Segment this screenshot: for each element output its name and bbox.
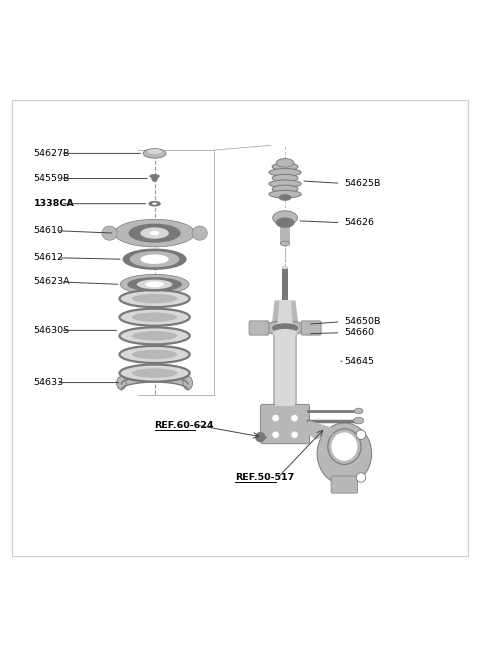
- FancyBboxPatch shape: [249, 321, 269, 335]
- Ellipse shape: [132, 350, 178, 359]
- Ellipse shape: [272, 185, 298, 193]
- Ellipse shape: [140, 255, 169, 264]
- Ellipse shape: [143, 149, 166, 158]
- Ellipse shape: [354, 408, 363, 414]
- Ellipse shape: [140, 228, 169, 239]
- Ellipse shape: [356, 473, 366, 482]
- Ellipse shape: [331, 432, 358, 461]
- Ellipse shape: [273, 329, 298, 337]
- Bar: [280, 221, 290, 243]
- Ellipse shape: [317, 423, 372, 485]
- Ellipse shape: [282, 266, 288, 269]
- Ellipse shape: [127, 277, 182, 291]
- Ellipse shape: [264, 321, 306, 335]
- Text: 54626: 54626: [344, 218, 374, 227]
- Ellipse shape: [137, 279, 172, 289]
- Ellipse shape: [120, 346, 190, 363]
- Ellipse shape: [272, 415, 279, 421]
- Ellipse shape: [132, 331, 178, 340]
- Ellipse shape: [269, 190, 301, 198]
- Ellipse shape: [130, 251, 180, 267]
- Text: 54633: 54633: [34, 378, 64, 387]
- Ellipse shape: [291, 432, 298, 438]
- Ellipse shape: [129, 224, 180, 243]
- Ellipse shape: [120, 365, 190, 382]
- Polygon shape: [271, 300, 300, 333]
- FancyBboxPatch shape: [301, 321, 321, 335]
- Ellipse shape: [132, 294, 178, 303]
- Ellipse shape: [276, 217, 295, 228]
- Bar: [282, 267, 288, 300]
- Text: 54559B: 54559B: [34, 174, 70, 183]
- Ellipse shape: [278, 194, 291, 201]
- Ellipse shape: [147, 149, 162, 154]
- Bar: [275, 333, 295, 406]
- Text: 54627B: 54627B: [34, 149, 70, 158]
- Ellipse shape: [114, 219, 195, 247]
- Ellipse shape: [272, 163, 298, 171]
- Ellipse shape: [120, 327, 190, 344]
- Ellipse shape: [150, 231, 159, 236]
- Ellipse shape: [280, 241, 290, 246]
- Ellipse shape: [102, 226, 117, 240]
- Text: 54612: 54612: [34, 253, 64, 262]
- Ellipse shape: [148, 201, 161, 207]
- Ellipse shape: [152, 203, 157, 205]
- Ellipse shape: [291, 415, 298, 421]
- FancyBboxPatch shape: [331, 476, 358, 493]
- Text: REF.50-517: REF.50-517: [235, 473, 295, 482]
- Ellipse shape: [353, 417, 364, 424]
- Text: 54660: 54660: [344, 328, 374, 337]
- Ellipse shape: [120, 290, 190, 307]
- Polygon shape: [301, 420, 333, 440]
- Ellipse shape: [356, 430, 366, 440]
- Ellipse shape: [132, 368, 178, 378]
- Text: REF.60-624: REF.60-624: [155, 420, 214, 430]
- Ellipse shape: [269, 180, 301, 188]
- FancyBboxPatch shape: [261, 404, 310, 443]
- Ellipse shape: [122, 249, 187, 270]
- Ellipse shape: [272, 174, 298, 182]
- Ellipse shape: [151, 175, 158, 182]
- Text: 54630S: 54630S: [34, 326, 70, 335]
- Ellipse shape: [276, 159, 294, 167]
- Ellipse shape: [132, 312, 178, 322]
- Ellipse shape: [145, 281, 164, 287]
- Text: 54625B: 54625B: [344, 179, 381, 188]
- Text: 54610: 54610: [34, 226, 64, 236]
- Ellipse shape: [120, 309, 190, 326]
- Text: 54650B: 54650B: [344, 318, 381, 326]
- Ellipse shape: [149, 174, 160, 178]
- Ellipse shape: [255, 432, 265, 442]
- Ellipse shape: [272, 323, 298, 333]
- Ellipse shape: [183, 377, 192, 390]
- Ellipse shape: [192, 226, 207, 240]
- Polygon shape: [276, 300, 294, 333]
- Text: 54645: 54645: [344, 357, 374, 365]
- Text: 54623A: 54623A: [34, 277, 70, 287]
- Ellipse shape: [120, 274, 189, 295]
- Bar: [273, 333, 298, 406]
- Ellipse shape: [273, 211, 298, 225]
- Ellipse shape: [272, 432, 279, 438]
- Text: 1338CA: 1338CA: [34, 199, 74, 208]
- Ellipse shape: [117, 377, 126, 390]
- Ellipse shape: [269, 169, 301, 176]
